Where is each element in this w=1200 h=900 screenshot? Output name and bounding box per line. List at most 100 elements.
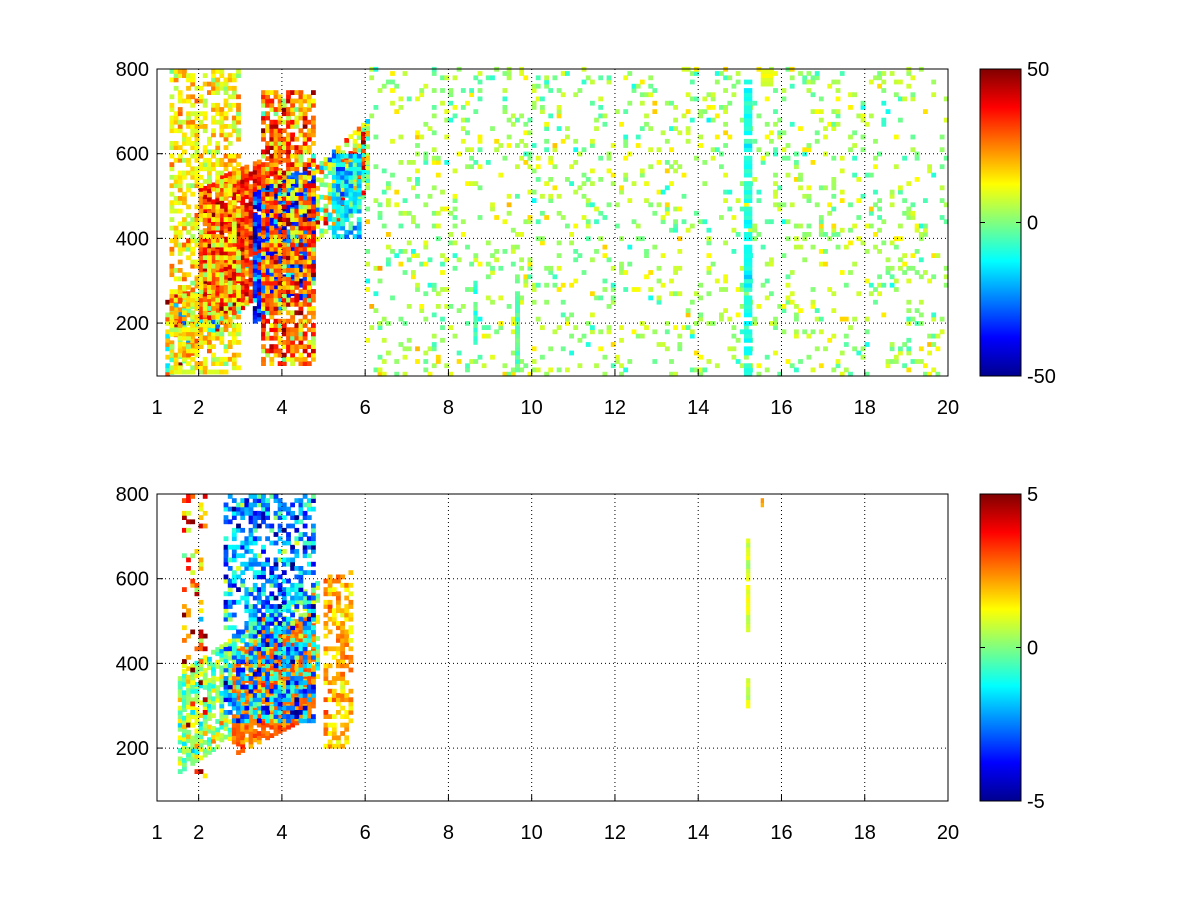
heatmap-cell (165, 354, 171, 360)
heatmap-cell (219, 690, 225, 696)
heatmap-cell (377, 88, 383, 93)
heatmap-cell (198, 297, 204, 303)
heatmap-cell (252, 174, 258, 179)
heatmap-cell (269, 327, 275, 333)
heatmap-cell (198, 183, 204, 189)
heatmap-cell (177, 124, 183, 129)
heatmap-cell (311, 90, 316, 95)
heatmap-cell (831, 185, 837, 191)
heatmap-cell (785, 282, 791, 288)
heatmap-cell (906, 346, 912, 352)
heatmap-cell (223, 356, 229, 362)
heatmap-cell (219, 208, 225, 214)
heatmap-cell (744, 325, 749, 330)
heatmap-cell (415, 193, 420, 199)
heatmap-cell (248, 175, 254, 181)
heatmap-cell (773, 350, 778, 356)
heatmap-cell (506, 143, 512, 148)
heatmap-cell (277, 310, 283, 316)
heatmap-cell (273, 216, 279, 222)
heatmap-cell (519, 113, 524, 119)
heatmap-cell (311, 204, 316, 210)
heatmap-cell (211, 369, 216, 375)
heatmap-cell (556, 253, 562, 258)
heatmap-cell (885, 363, 891, 369)
heatmap-cell (290, 202, 295, 208)
heatmap-cell (523, 130, 529, 136)
heatmap-cell (423, 83, 429, 89)
heatmap-cell (627, 71, 633, 76)
heatmap-cell (723, 278, 728, 284)
heatmap-cell (286, 318, 291, 324)
heatmap-cell (294, 174, 300, 180)
heatmap-cell (810, 160, 816, 165)
heatmap-cell (789, 363, 795, 369)
heatmap-cell (240, 225, 246, 231)
heatmap-cell (236, 185, 241, 190)
heatmap-cell (302, 323, 308, 328)
heatmap-cell (598, 236, 604, 242)
heatmap-cell (298, 361, 304, 366)
heatmap-cell (294, 145, 300, 150)
heatmap-cell (864, 249, 870, 254)
heatmap-cell (261, 204, 266, 210)
heatmap-cell (248, 251, 254, 257)
heatmap-cell (781, 219, 787, 225)
heatmap-cell (244, 267, 250, 273)
heatmap-cell (881, 240, 887, 246)
heatmap-cell (785, 359, 791, 364)
heatmap-cell (273, 200, 279, 206)
heatmap-cell (331, 229, 337, 235)
heatmap-cell (356, 229, 362, 235)
heatmap-cell (261, 119, 266, 125)
heatmap-cell (448, 325, 454, 330)
heatmap-cell (252, 186, 258, 192)
heatmap-cell (177, 90, 183, 95)
heatmap-cell (565, 223, 570, 229)
heatmap-cell (211, 132, 216, 138)
heatmap-cell (302, 276, 308, 282)
heatmap-cell (885, 265, 891, 271)
heatmap-cell (186, 361, 191, 366)
heatmap-cell (298, 255, 304, 261)
heatmap-cell (252, 276, 258, 282)
heatmap-cell (202, 752, 208, 758)
heatmap-cell (394, 202, 400, 208)
heatmap-cell (340, 158, 345, 164)
heatmap-cell (261, 132, 266, 138)
heatmap-cell (190, 77, 196, 83)
heatmap-cell (798, 172, 803, 178)
heatmap-cell (856, 291, 862, 297)
heatmap-cell (723, 274, 728, 280)
heatmap-cell (319, 165, 325, 170)
heatmap-cell (943, 96, 949, 102)
heatmap-cell (606, 329, 612, 335)
heatmap-cell (211, 352, 216, 358)
heatmap-cell (631, 287, 637, 292)
heatmap-cell (215, 255, 221, 261)
heatmap-cell (327, 170, 333, 175)
heatmap-cell (277, 149, 283, 155)
heatmap-cell (177, 680, 183, 686)
heatmap-cell (294, 157, 300, 163)
heatmap-cell (211, 149, 216, 155)
heatmap-cell (465, 367, 470, 373)
heatmap-cell (231, 297, 237, 303)
heatmap-cell (252, 161, 258, 167)
heatmap-cell (256, 206, 262, 212)
heatmap-cell (211, 275, 216, 281)
heatmap-cell (202, 306, 208, 311)
heatmap-cell (298, 132, 304, 138)
heatmap-cell (256, 316, 262, 322)
heatmap-cell (261, 344, 266, 349)
heatmap-cell (415, 143, 420, 148)
heatmap-cell (885, 359, 891, 364)
heatmap-cell (169, 246, 175, 252)
heatmap-cell (523, 278, 529, 284)
heatmap-cell (231, 225, 237, 231)
heatmap-cell (323, 195, 329, 200)
heatmap-cell (215, 323, 221, 329)
heatmap-cell (794, 177, 799, 182)
heatmap-cell (552, 147, 558, 153)
